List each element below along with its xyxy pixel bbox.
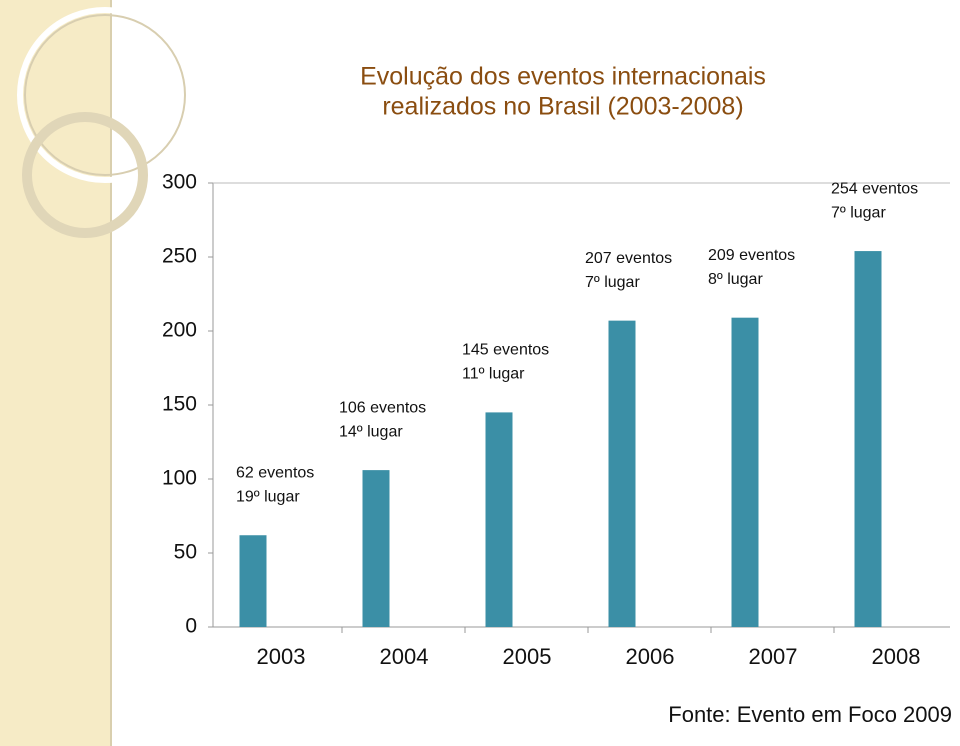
rank-label: 11º lugar — [462, 366, 525, 383]
x-tick-label: 2007 — [749, 644, 798, 669]
rank-label: 14º lugar — [339, 423, 403, 440]
x-tick-label: 2005 — [503, 644, 552, 669]
bar — [485, 412, 513, 627]
value-label: 106 eventos — [339, 399, 426, 416]
y-tick-label: 50 — [174, 541, 197, 564]
rank-label: 7º lugar — [831, 204, 886, 221]
x-tick-label: 2004 — [380, 644, 429, 669]
deco-circle — [24, 14, 186, 176]
deco-circle — [17, 7, 193, 183]
bar — [608, 320, 636, 627]
bar — [239, 535, 267, 627]
rank-label: 7º lugar — [585, 274, 640, 291]
x-tick-label: 2008 — [872, 644, 921, 669]
value-label: 62 eventos — [236, 464, 314, 481]
chart-title: Evolução dos eventos internacionais — [360, 63, 766, 91]
x-tick-label: 2006 — [626, 644, 675, 669]
y-tick-label: 250 — [162, 245, 197, 268]
rank-label: 19º lugar — [236, 488, 300, 505]
value-label: 254 eventos — [831, 180, 918, 197]
y-tick-label: 200 — [162, 319, 197, 342]
bar — [362, 470, 390, 627]
x-tick-label: 2003 — [257, 644, 306, 669]
rank-label: 8º lugar — [708, 271, 763, 288]
value-label: 145 eventos — [462, 342, 549, 359]
y-tick-label: 300 — [162, 171, 197, 194]
bar — [731, 317, 759, 627]
chart-title: realizados no Brasil (2003-2008) — [382, 93, 743, 121]
source: Fonte: Evento em Foco 2009 — [668, 702, 952, 727]
bar — [854, 251, 882, 627]
side-strip — [0, 0, 110, 746]
value-label: 207 eventos — [585, 250, 672, 267]
y-tick-label: 150 — [162, 393, 197, 416]
value-label: 209 eventos — [708, 247, 795, 264]
deco-circle — [22, 112, 148, 238]
y-tick-label: 0 — [185, 615, 197, 638]
y-tick-label: 100 — [162, 467, 197, 490]
